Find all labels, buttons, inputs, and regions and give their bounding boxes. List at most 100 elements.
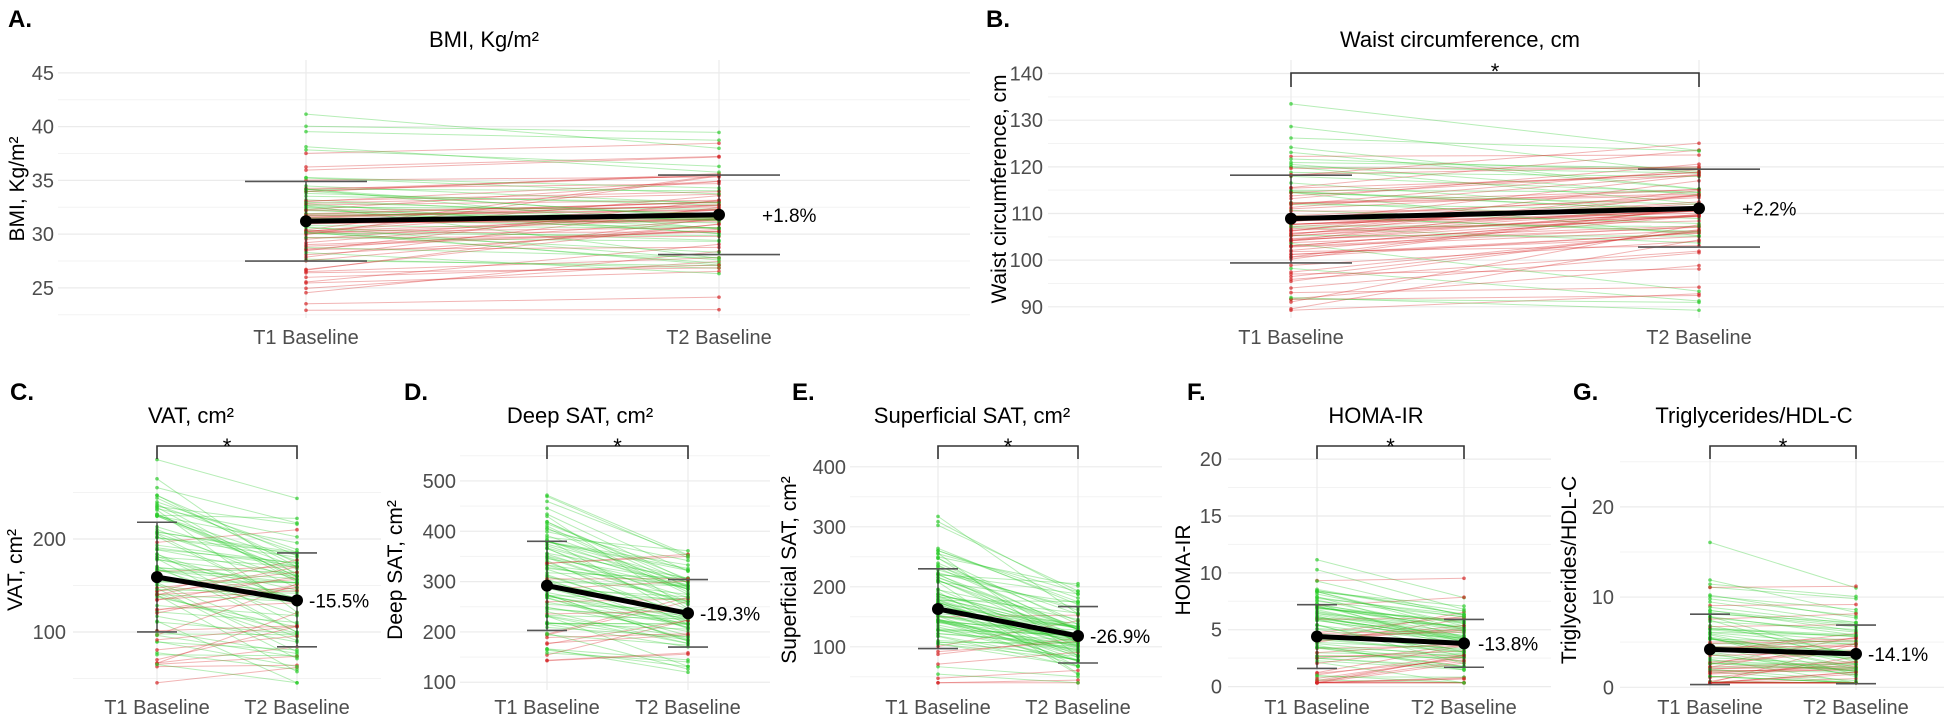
- y-tick-label: 120: [1010, 157, 1043, 179]
- subject-line: [156, 612, 298, 664]
- subject-line: [546, 597, 689, 640]
- mean-line: [1290, 205, 1700, 222]
- subject-line: [937, 601, 1079, 650]
- subject-point: [295, 521, 299, 525]
- subject-line: [1316, 617, 1465, 620]
- subject-line: [1709, 613, 1857, 620]
- subject-line: [546, 621, 689, 641]
- significance-star: *: [223, 434, 232, 459]
- subject-line: [305, 201, 720, 215]
- subject-point: [545, 533, 549, 538]
- subject-line: [937, 593, 1079, 630]
- subject-line: [1709, 637, 1857, 675]
- y-axis-title: Deep SAT, cm²: [384, 500, 407, 640]
- subject-line: [546, 528, 689, 571]
- subject-line: [546, 622, 689, 625]
- subject-line: [305, 309, 720, 311]
- subject-line: [156, 595, 298, 634]
- subject-line: [1290, 188, 1700, 210]
- subject-line: [305, 225, 720, 229]
- subject-point: [1289, 157, 1293, 161]
- subject-line: [305, 227, 720, 233]
- subject-line: [1290, 180, 1700, 232]
- subject-line: [305, 201, 720, 215]
- y-tick-label: 400: [813, 457, 846, 479]
- subject-line: [156, 544, 298, 565]
- subject-line: [156, 625, 298, 632]
- x-tick-label: T2 Baseline: [1025, 697, 1131, 719]
- subject-line: [1316, 643, 1465, 658]
- subject-point: [1708, 597, 1712, 601]
- subject-line: [546, 553, 689, 564]
- subject-line: [1316, 647, 1465, 668]
- subject-point: [1289, 300, 1293, 304]
- percent-change-label: +2.2%: [1742, 199, 1797, 220]
- subject-line: [1316, 612, 1465, 628]
- subject-line: [1316, 642, 1465, 654]
- subject-line: [1709, 632, 1857, 646]
- subject-line: [546, 578, 689, 630]
- subject-line: [156, 605, 298, 617]
- subject-line: [1316, 609, 1465, 640]
- subject-line: [937, 599, 1079, 656]
- x-tick-label: T1 Baseline: [885, 697, 991, 719]
- subject-line: [1709, 617, 1857, 633]
- mean-point-t1: [151, 571, 163, 584]
- subject-line: [1709, 631, 1857, 637]
- subject-line: [305, 199, 720, 252]
- subject-line: [1709, 662, 1857, 671]
- subject-line: [1290, 151, 1700, 190]
- subject-line: [1290, 236, 1700, 255]
- significance-bracket: [1290, 72, 1700, 87]
- subject-line: [546, 592, 689, 620]
- subject-line: [305, 195, 720, 203]
- subject-point: [155, 638, 159, 642]
- subject-point: [155, 485, 159, 490]
- subject-line: [1316, 676, 1465, 684]
- subject-line: [1316, 654, 1465, 676]
- y-tick-label: 100: [423, 672, 456, 694]
- subject-line: [937, 620, 1079, 647]
- subject-line: [937, 556, 1079, 587]
- subject-line: [305, 257, 720, 273]
- subject-line: [156, 513, 298, 577]
- subject-line: [156, 528, 298, 588]
- panel-letter: F.: [1187, 379, 1206, 406]
- subject-point: [155, 681, 159, 685]
- subject-line: [937, 521, 1079, 595]
- y-tick-label: 200: [813, 577, 846, 599]
- subject-line: [937, 643, 1079, 661]
- subject-line: [305, 174, 720, 191]
- subject-point: [717, 271, 721, 276]
- panel-letter: B.: [986, 6, 1010, 33]
- subject-line: [1709, 598, 1857, 617]
- subject-line: [156, 537, 298, 554]
- subject-line: [1316, 606, 1465, 629]
- subject-line: [546, 607, 689, 625]
- subject-line: [1316, 650, 1465, 659]
- subject-line: [546, 536, 689, 552]
- subject-line: [156, 626, 298, 661]
- subject-line: [1316, 617, 1465, 639]
- subject-line: [1290, 208, 1700, 237]
- x-tick-label: T1 Baseline: [1238, 327, 1344, 349]
- subject-line: [1290, 210, 1700, 240]
- subject-point: [1854, 584, 1858, 588]
- subject-line: [1709, 621, 1857, 631]
- subject-line: [1316, 604, 1465, 625]
- subject-point: [1462, 676, 1466, 681]
- significance-bracket: [156, 445, 298, 459]
- subject-line: [546, 538, 689, 619]
- subject-line: [156, 641, 298, 651]
- subject-point: [155, 503, 159, 508]
- subject-point: [936, 551, 940, 555]
- subject-line: [1316, 610, 1465, 634]
- subject-point: [1315, 557, 1319, 562]
- subject-point: [304, 175, 308, 180]
- subject-point: [155, 650, 159, 655]
- subject-line: [937, 640, 1079, 647]
- subject-point: [1076, 672, 1080, 677]
- subject-point: [304, 290, 308, 295]
- subject-line: [937, 580, 1079, 630]
- subject-line: [1316, 655, 1465, 658]
